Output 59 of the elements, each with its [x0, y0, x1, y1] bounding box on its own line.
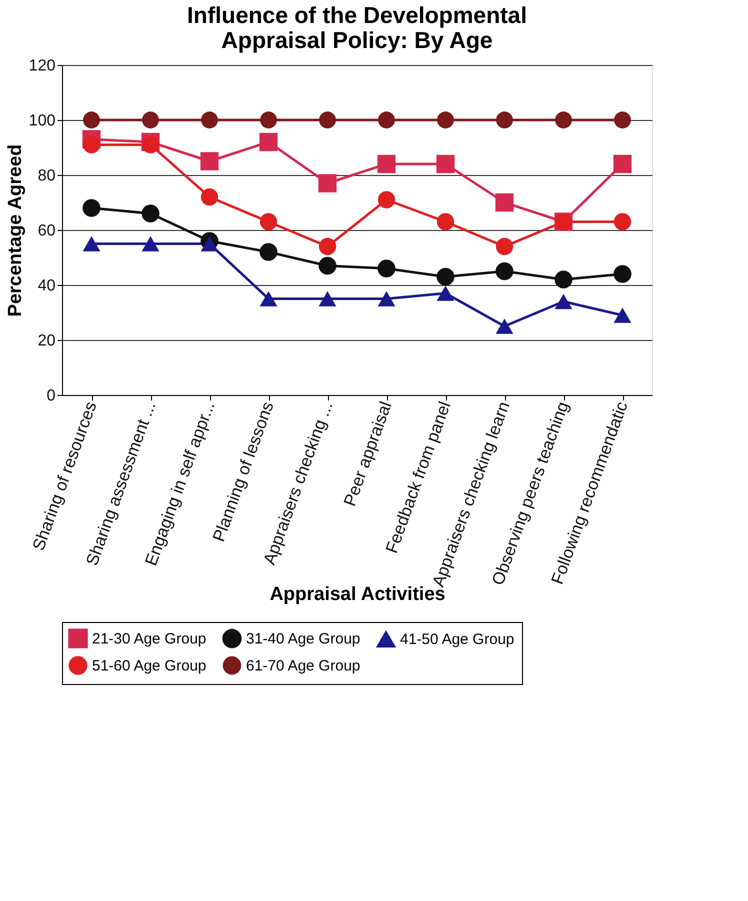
y-tick-label: 40 [38, 278, 56, 294]
point [260, 243, 278, 261]
point [82, 199, 100, 217]
point [260, 112, 277, 128]
point [378, 260, 396, 278]
point [554, 294, 572, 310]
point [496, 112, 513, 128]
y-tick-label: 0 [46, 388, 56, 404]
point [436, 213, 454, 230]
legend-label: 61-70 Age Group [246, 658, 360, 674]
chart-title: Influence of the Developmental Appraisal Policy: By Age [187, 2, 527, 53]
point [613, 154, 632, 174]
point [614, 308, 632, 323]
y-tick-label: 20 [38, 332, 56, 350]
point [318, 291, 336, 306]
y-axis-title: Percentage Agreed [4, 144, 26, 317]
y-tick-label: 60 [38, 222, 56, 240]
point [142, 136, 160, 154]
point [82, 136, 100, 154]
legend-label: 21-30 Age Group [92, 630, 206, 648]
point [436, 286, 454, 301]
legend-label: 31-40 Age Group [246, 630, 360, 648]
point [260, 213, 278, 230]
point [260, 291, 278, 306]
point [495, 193, 514, 212]
point [378, 112, 395, 128]
point [554, 270, 572, 288]
point [496, 318, 514, 334]
point [82, 236, 100, 252]
point [200, 236, 218, 252]
point [201, 112, 218, 128]
point [496, 238, 514, 256]
point [200, 188, 218, 206]
point [614, 213, 632, 230]
point [142, 112, 159, 128]
point [318, 238, 336, 256]
y-tick-label: 120 [28, 58, 56, 74]
point [318, 256, 336, 275]
point [614, 265, 632, 283]
point [318, 174, 337, 192]
point [377, 154, 396, 174]
point [319, 112, 336, 128]
point [142, 236, 160, 252]
y-tick-label: 80 [38, 168, 56, 184]
point [378, 191, 396, 208]
point [436, 154, 455, 174]
point [614, 112, 631, 128]
point [259, 132, 278, 152]
point [436, 268, 454, 286]
point [555, 112, 572, 128]
point [496, 262, 514, 280]
point [378, 291, 396, 306]
legend-label: 41-50 Age Group [400, 631, 514, 648]
point [83, 112, 100, 128]
point [437, 112, 454, 128]
y-tick-label: 100 [28, 112, 56, 130]
point [142, 204, 160, 222]
legend-label: 51-60 Age Group [92, 658, 206, 674]
point [200, 152, 219, 170]
